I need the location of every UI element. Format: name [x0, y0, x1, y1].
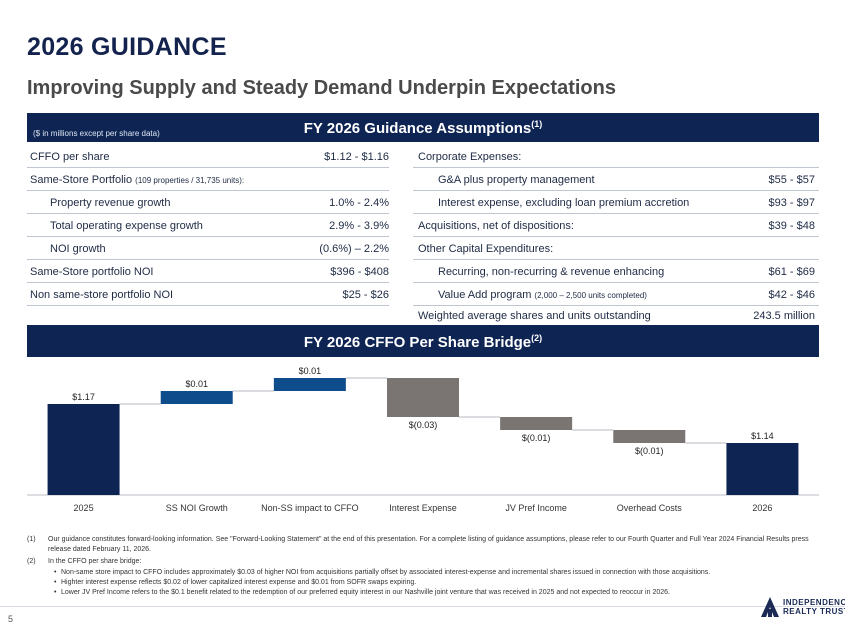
left-label: Same-Store Portfolio (109 properties / 3…: [30, 174, 245, 186]
left-label: Same-Store portfolio NOI: [30, 266, 154, 278]
category-label: 2026: [752, 503, 772, 513]
data-label: $(0.01): [522, 433, 551, 443]
bar-interest-expense: [387, 378, 459, 417]
left-label: Property revenue growth: [50, 197, 171, 209]
right-label: Interest expense, excluding loan premium…: [438, 197, 690, 209]
logo-line1: INDEPENDENCE: [783, 598, 845, 607]
bar-2025: [47, 404, 120, 495]
left-label: NOI growth: [50, 243, 106, 255]
page-title: 2026 GUIDANCE: [27, 33, 227, 61]
right-label: Value Add program (2,000 – 2,500 units c…: [438, 289, 647, 301]
footnote-bullet: • Lower JV Pref Income refers to the $0.1…: [54, 589, 670, 596]
left-label: Non same-store portfolio NOI: [30, 289, 174, 301]
data-label: $1.17: [72, 392, 95, 402]
assumptions-title: FY 2026 Guidance Assumptions(1): [303, 119, 543, 137]
right-label: Acquisitions, net of dispositions:: [418, 220, 574, 232]
left-value: 2.9% - 3.9%: [329, 220, 389, 232]
units-note: ($ in millions except per share data): [33, 129, 160, 138]
bridge-header: FY 2026 CFFO Per Share Bridge(2): [27, 325, 819, 357]
right-value: 243.5 million: [753, 310, 815, 322]
left-value: 1.0% - 2.4%: [329, 197, 389, 209]
bridge-title: FY 2026 CFFO Per Share Bridge(2): [303, 333, 543, 351]
data-label: $1.14: [751, 431, 774, 441]
right-value: $61 - $69: [768, 266, 815, 278]
left-value: $1.12 - $1.16: [324, 151, 389, 163]
cffo-bridge-chart: $1.17 2025 $0.01 SS NOI Growth $0.01 Non-SS i…: [27, 366, 819, 513]
right-value: $55 - $57: [768, 174, 815, 186]
logo-mark-icon: [761, 597, 779, 617]
right-label: Corporate Expenses:: [418, 151, 522, 163]
right-label: Weighted average shares and units outsta…: [418, 310, 651, 322]
left-value: (0.6%) – 2.2%: [319, 243, 389, 255]
data-label: $(0.03): [409, 420, 438, 430]
footnote-bullet: • Highter interest expense reflects $0.02…: [54, 579, 417, 586]
category-label: Overhead Costs: [617, 503, 683, 513]
right-value: $42 - $46: [768, 289, 815, 301]
bar-non-ss-impact-to-cffo: [273, 378, 346, 391]
right-label: Recurring, non-recurring & revenue enhan…: [438, 266, 665, 278]
category-label: SS NOI Growth: [166, 503, 228, 513]
page-subtitle: Improving Supply and Steady Demand Under…: [27, 77, 616, 99]
data-label: $(0.01): [635, 446, 664, 456]
bar-overhead-costs: [613, 430, 686, 443]
page-number: 5: [8, 614, 14, 624]
category-label: Interest Expense: [389, 503, 457, 513]
left-value: $25 - $26: [342, 289, 389, 301]
left-label: Total operating expense growth: [50, 220, 203, 232]
logo-line2: REALTY TRUST: [783, 607, 845, 616]
right-value: $93 - $97: [768, 197, 815, 209]
right-label: G&A plus property management: [438, 174, 595, 186]
bar-jv-pref-income: [500, 417, 573, 430]
right-value: $39 - $48: [768, 220, 815, 232]
category-label: Non-SS impact to CFFO: [261, 503, 359, 513]
footnote-1: (1) Our guidance constitutes forward-loo…: [27, 536, 809, 553]
category-label: 2025: [74, 503, 94, 513]
category-label: JV Pref Income: [505, 503, 567, 513]
left-label: CFFO per share: [30, 151, 110, 163]
left-value: $396 - $408: [330, 266, 389, 278]
footnote-bullet: • Non-same store impact to CFFO includes …: [54, 569, 711, 576]
data-label: $0.01: [299, 366, 322, 376]
company-logo: INDEPENDENCE REALTY TRUST: [760, 596, 845, 618]
bar-2026: [726, 443, 799, 495]
assumptions-header: ($ in millions except per share data) FY…: [27, 113, 819, 142]
bar-ss-noi-growth: [160, 391, 233, 404]
data-label: $0.01: [185, 379, 208, 389]
right-label: Other Capital Expenditures:: [418, 243, 554, 255]
footnote-2: (2) In the CFFO per share bridge:: [27, 558, 142, 565]
